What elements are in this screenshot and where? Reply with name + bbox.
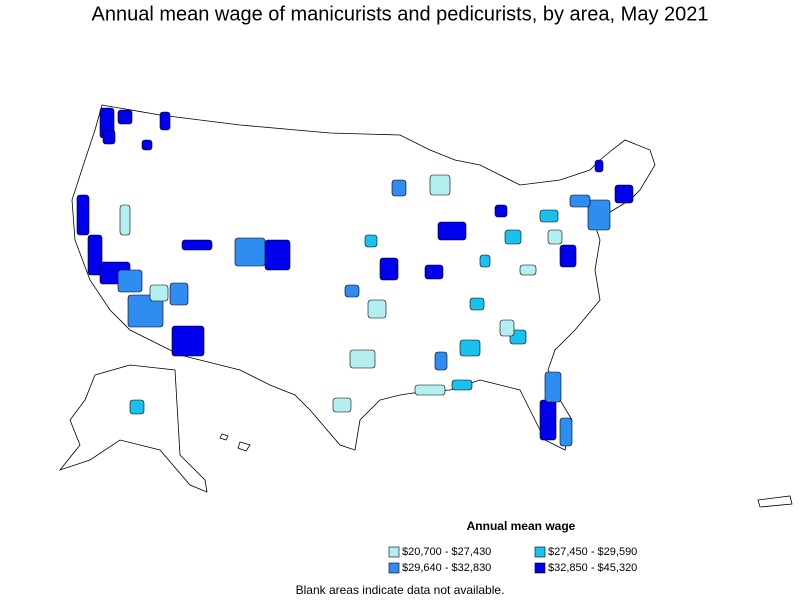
area-1 — [469, 297, 485, 311]
area-2 — [434, 351, 448, 371]
legend-swatch — [534, 546, 546, 558]
legend: $20,700 - $27,430 $27,450 - $29,590 $29,64… — [388, 546, 637, 574]
area-1 — [539, 209, 559, 223]
area-0 — [547, 229, 563, 245]
map-title: Annual mean wage of manicurists and pedi… — [91, 3, 708, 25]
area-2 — [169, 282, 189, 306]
legend-swatch — [388, 562, 400, 574]
area-1 — [451, 379, 473, 391]
area-0 — [414, 384, 446, 396]
legend-title: Annual mean wage — [467, 519, 576, 533]
area-0 — [149, 284, 169, 302]
area-1 — [364, 234, 378, 248]
area-0 — [367, 299, 387, 319]
area-2 — [344, 284, 360, 298]
footnote: Blank areas indicate data not available. — [296, 583, 505, 597]
area-0 — [519, 264, 537, 276]
area-2 — [559, 417, 573, 447]
area-3 — [87, 234, 103, 276]
area-3 — [117, 109, 133, 125]
area-3 — [594, 159, 604, 173]
area-3 — [264, 239, 291, 271]
area-2 — [234, 237, 266, 267]
area-2 — [569, 194, 591, 208]
area-1 — [129, 399, 145, 415]
area-3 — [424, 264, 444, 280]
legend-swatch — [388, 546, 400, 558]
legend-swatch — [534, 562, 546, 574]
area-3 — [141, 139, 153, 151]
area-3 — [102, 129, 116, 145]
area-2 — [587, 199, 611, 231]
area-3 — [379, 257, 399, 281]
area-0 — [349, 349, 376, 369]
area-1 — [459, 339, 481, 357]
us-map — [58, 104, 793, 508]
area-0 — [119, 204, 131, 236]
area-1 — [479, 254, 491, 268]
legend-label: $27,450 - $29,590 — [548, 546, 637, 558]
legend-label: $32,850 - $45,320 — [548, 562, 637, 574]
puerto-rico — [757, 495, 793, 508]
area-1 — [504, 229, 522, 245]
area-3 — [614, 184, 634, 204]
area-3 — [539, 399, 557, 441]
area-3 — [171, 325, 205, 357]
hawaii-2 — [237, 441, 251, 452]
area-2 — [391, 179, 407, 197]
area-2 — [117, 269, 143, 293]
hawaii — [219, 433, 229, 441]
area-2 — [127, 294, 164, 328]
legend-label: $20,700 - $27,430 — [402, 546, 491, 558]
area-3 — [76, 194, 90, 236]
area-3 — [559, 244, 577, 268]
area-3 — [494, 204, 508, 218]
area-2 — [544, 371, 562, 403]
area-0 — [332, 397, 352, 413]
area-3 — [437, 221, 467, 241]
alaska — [58, 364, 208, 493]
area-3 — [181, 239, 213, 251]
area-3 — [159, 111, 171, 131]
area-0 — [499, 319, 515, 337]
area-0 — [429, 174, 451, 196]
legend-label: $29,640 - $32,830 — [402, 562, 491, 574]
